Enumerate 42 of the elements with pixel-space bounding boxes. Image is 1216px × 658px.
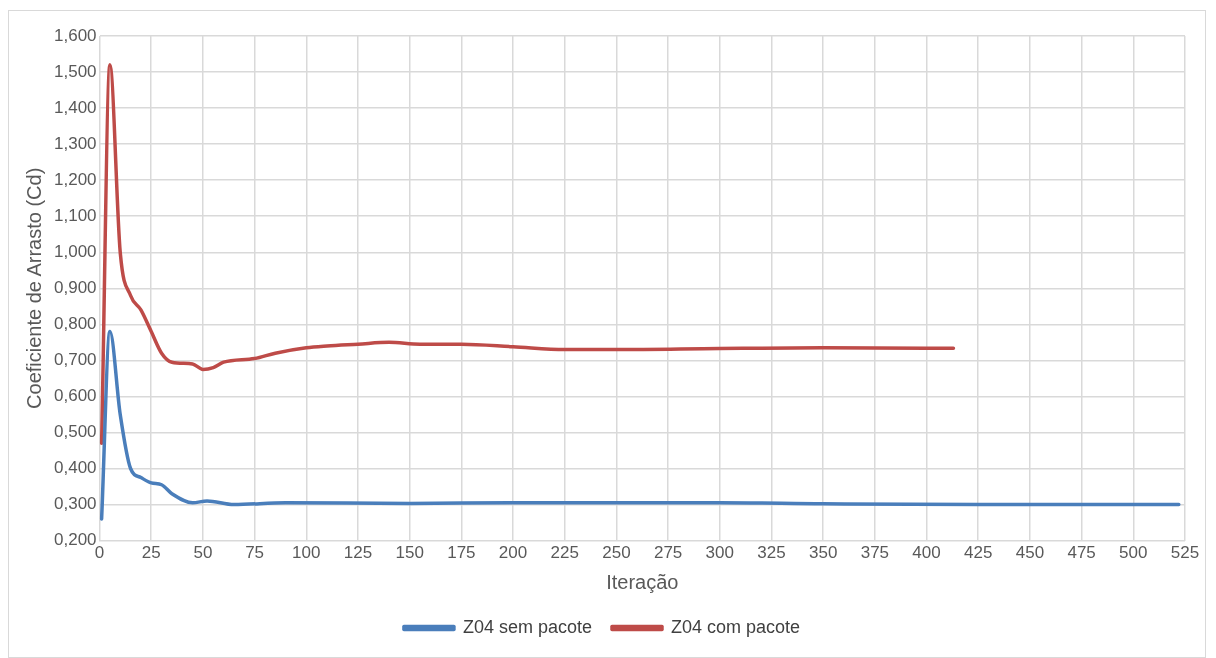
legend-label: Z04 sem pacote bbox=[462, 616, 593, 637]
y-tick-label: 0,300 bbox=[53, 494, 97, 514]
y-tick-label: 1,000 bbox=[53, 241, 97, 261]
x-tick-label: 100 bbox=[292, 543, 321, 563]
y-tick-label: 1,300 bbox=[53, 133, 97, 153]
x-axis-title: Iteração bbox=[606, 570, 679, 593]
y-tick-label: 0,800 bbox=[53, 314, 97, 334]
x-tick-label: 425 bbox=[964, 543, 993, 563]
x-tick-label: 450 bbox=[1015, 543, 1045, 563]
line-series bbox=[99, 63, 956, 446]
x-tick-label: 500 bbox=[1119, 543, 1148, 563]
y-axis-title: Coeficiente de Arrasto (Cd) bbox=[22, 167, 45, 409]
x-tick-label: 325 bbox=[757, 543, 786, 563]
y-tick-label: 0,500 bbox=[53, 422, 97, 442]
y-tick-label: 0,700 bbox=[53, 350, 97, 370]
x-tick-label: 525 bbox=[1170, 543, 1200, 563]
x-tick-label: 50 bbox=[193, 543, 213, 563]
y-tick-label: 1,400 bbox=[53, 97, 97, 117]
x-tick-label: 150 bbox=[395, 543, 424, 563]
legend-label: Z04 com pacote bbox=[671, 616, 801, 637]
x-tick-label: 375 bbox=[860, 543, 890, 563]
x-tick-label: 75 bbox=[245, 543, 265, 563]
y-tick-label: 0,400 bbox=[53, 458, 97, 478]
y-tick-label: 0,900 bbox=[53, 277, 97, 297]
x-tick-label: 300 bbox=[705, 543, 734, 563]
x-tick-label: 400 bbox=[912, 543, 941, 563]
x-tick-label: 350 bbox=[808, 543, 838, 563]
y-tick-label: 1,600 bbox=[53, 25, 97, 45]
x-tick-label: 250 bbox=[602, 543, 631, 563]
y-tick-label: 1,100 bbox=[53, 205, 97, 225]
x-tick-label: 25 bbox=[141, 543, 161, 563]
x-tick-label: 475 bbox=[1067, 543, 1096, 563]
line-series bbox=[99, 329, 1181, 521]
x-tick-label: 225 bbox=[550, 543, 579, 563]
y-tick-label: 1,500 bbox=[53, 61, 97, 81]
x-tick-label: 175 bbox=[447, 543, 476, 563]
x-tick-label: 200 bbox=[498, 543, 528, 563]
x-tick-label: 275 bbox=[653, 543, 683, 563]
y-tick-label: 1,200 bbox=[53, 169, 97, 189]
x-tick-label: 0 bbox=[94, 543, 105, 563]
x-tick-label: 125 bbox=[343, 543, 373, 563]
y-tick-label: 0,600 bbox=[53, 386, 97, 406]
